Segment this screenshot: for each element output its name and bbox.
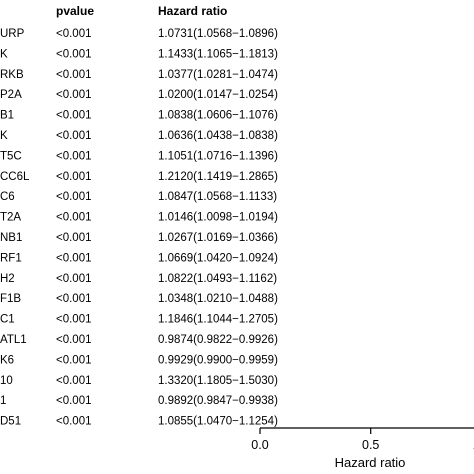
table-row: F1B <0.001 1.0348(1.0210−1.0488) — [0, 293, 278, 305]
pvalue-cell: <0.001 — [56, 293, 92, 305]
x-tick-label: 0.0 — [251, 438, 268, 452]
table-row: K6 <0.001 0.9929(0.9900−0.9959) — [0, 354, 278, 366]
hazard-ratio-cell: 1.1051(1.0716−1.1396) — [158, 150, 278, 162]
gene-label: T5C — [0, 150, 22, 162]
hazard-ratio-cell: 1.0348(1.0210−1.0488) — [158, 293, 278, 305]
hazard-ratio-cell: 1.0731(1.0568−1.0896) — [158, 28, 278, 40]
gene-label: NB1 — [0, 232, 22, 244]
pvalue-cell: <0.001 — [56, 273, 92, 285]
gene-label: RKB — [0, 69, 24, 81]
pvalue-cell: <0.001 — [56, 89, 92, 101]
table-row: C6 <0.001 1.0847(1.0568−1.1133) — [0, 191, 277, 203]
table-row: D51 <0.001 1.0855(1.0470−1.1254) — [0, 416, 278, 428]
table-row: CC6L <0.001 1.2120(1.1419−1.2865) — [0, 171, 278, 183]
hazard-ratio-cell: 0.9892(0.9847−0.9938) — [158, 395, 278, 407]
pvalue-cell: <0.001 — [56, 212, 92, 224]
pvalue-cell: <0.001 — [56, 150, 92, 162]
table-row: URP <0.001 1.0731(1.0568−1.0896) — [0, 28, 278, 40]
hazard-ratio-cell: 1.0146(1.0098−1.0194) — [158, 212, 278, 224]
hazard-ratio-cell: 1.0822(1.0493−1.1162) — [158, 273, 277, 285]
hazard-ratio-cell: 1.0847(1.0568−1.1133) — [158, 191, 277, 203]
hazard-ratio-cell: 1.0838(1.0606−1.1076) — [158, 110, 278, 122]
pvalue-cell: <0.001 — [56, 354, 92, 366]
x-axis: 0.00.51.01.5 — [251, 427, 474, 452]
table-row: 10 <0.001 1.3320(1.1805−1.5030) — [0, 375, 278, 387]
gene-label: D51 — [0, 416, 21, 428]
table-row: RF1 <0.001 1.0669(1.0420−1.0924) — [0, 252, 278, 264]
hazard-ratio-cell: 1.3320(1.1805−1.5030) — [158, 375, 278, 387]
pvalue-cell: <0.001 — [56, 334, 92, 346]
gene-label: F1B — [0, 293, 21, 305]
gene-label: P2A — [0, 89, 22, 101]
hazard-ratio-cell: 1.0669(1.0420−1.0924) — [158, 252, 278, 264]
table-row: H2 <0.001 1.0822(1.0493−1.1162) — [0, 273, 277, 285]
pvalue-cell: <0.001 — [56, 252, 92, 264]
gene-label: ATL1 — [0, 334, 27, 346]
gene-label: T2A — [0, 212, 21, 224]
pvalue-cell: <0.001 — [56, 130, 92, 142]
table-row: K <0.001 1.1433(1.1065−1.1813) — [0, 48, 278, 60]
table-row: RKB <0.001 1.0377(1.0281−1.0474) — [0, 69, 278, 81]
gene-label: 1 — [0, 395, 6, 407]
pvalue-cell: <0.001 — [56, 416, 92, 428]
gene-label: URP — [0, 28, 25, 40]
table-row: NB1 <0.001 1.0267(1.0169−1.0366) — [0, 232, 278, 244]
table-row: K <0.001 1.0636(1.0438−1.0838) — [0, 130, 278, 142]
gene-label: B1 — [0, 110, 14, 122]
gene-label: 10 — [0, 375, 13, 387]
pvalue-cell: <0.001 — [56, 28, 92, 40]
pvalue-cell: <0.001 — [56, 48, 92, 60]
hazard-ratio-cell: 1.1846(1.1044−1.2705) — [158, 314, 278, 326]
gene-label: K — [0, 130, 8, 142]
hazard-ratio-cell: 1.1433(1.1065−1.1813) — [158, 48, 278, 60]
hazard-ratio-cell: 1.0377(1.0281−1.0474) — [158, 69, 278, 81]
hazard-ratio-cell: 1.2120(1.1419−1.2865) — [158, 171, 278, 183]
table-row: T5C <0.001 1.1051(1.0716−1.1396) — [0, 150, 278, 162]
pvalue-cell: <0.001 — [56, 375, 92, 387]
pvalue-cell: <0.001 — [56, 191, 92, 203]
pvalue-cell: <0.001 — [56, 110, 92, 122]
gene-label: K — [0, 48, 8, 60]
hazard-ratio-cell: 0.9929(0.9900−0.9959) — [158, 354, 278, 366]
gene-label: CC6L — [0, 171, 30, 183]
hazard-ratio-cell: 1.0636(1.0438−1.0838) — [158, 130, 278, 142]
table-row: 1 <0.001 0.9892(0.9847−0.9938) — [0, 395, 278, 407]
results-table: URP <0.001 1.0731(1.0568−1.0896) K <0.001 1.1… — [0, 28, 278, 428]
hazard-ratio-cell: 1.0855(1.0470−1.1254) — [158, 416, 278, 428]
hazard-ratio-cell: 0.9874(0.9822−0.9926) — [158, 334, 278, 346]
gene-label: C6 — [0, 191, 15, 203]
pvalue-cell: <0.001 — [56, 314, 92, 326]
x-tick-label: 0.5 — [362, 438, 379, 452]
table-row: ATL1 <0.001 0.9874(0.9822−0.9926) — [0, 334, 278, 346]
pvalue-header: pvalue — [56, 4, 94, 18]
table-row: T2A <0.001 1.0146(1.0098−1.0194) — [0, 212, 278, 224]
table-row: B1 <0.001 1.0838(1.0606−1.1076) — [0, 110, 278, 122]
x-tick-label: 1.0 — [473, 438, 474, 452]
column-headers: pvalue Hazard ratio — [56, 4, 227, 18]
pvalue-cell: <0.001 — [56, 232, 92, 244]
gene-label: K6 — [0, 354, 14, 366]
x-axis-label: Hazard ratio — [335, 455, 406, 470]
table-row: P2A <0.001 1.0200(1.0147−1.0254) — [0, 89, 278, 101]
pvalue-cell: <0.001 — [56, 69, 92, 81]
table-row: C1 <0.001 1.1846(1.1044−1.2705) — [0, 314, 278, 326]
hazard-ratio-cell: 1.0267(1.0169−1.0366) — [158, 232, 278, 244]
gene-label: C1 — [0, 314, 15, 326]
gene-label: H2 — [0, 273, 15, 285]
hazard-ratio-header: Hazard ratio — [158, 4, 227, 18]
hazard-ratio-cell: 1.0200(1.0147−1.0254) — [158, 89, 278, 101]
gene-label: RF1 — [0, 252, 22, 264]
pvalue-cell: <0.001 — [56, 395, 92, 407]
pvalue-cell: <0.001 — [56, 171, 92, 183]
